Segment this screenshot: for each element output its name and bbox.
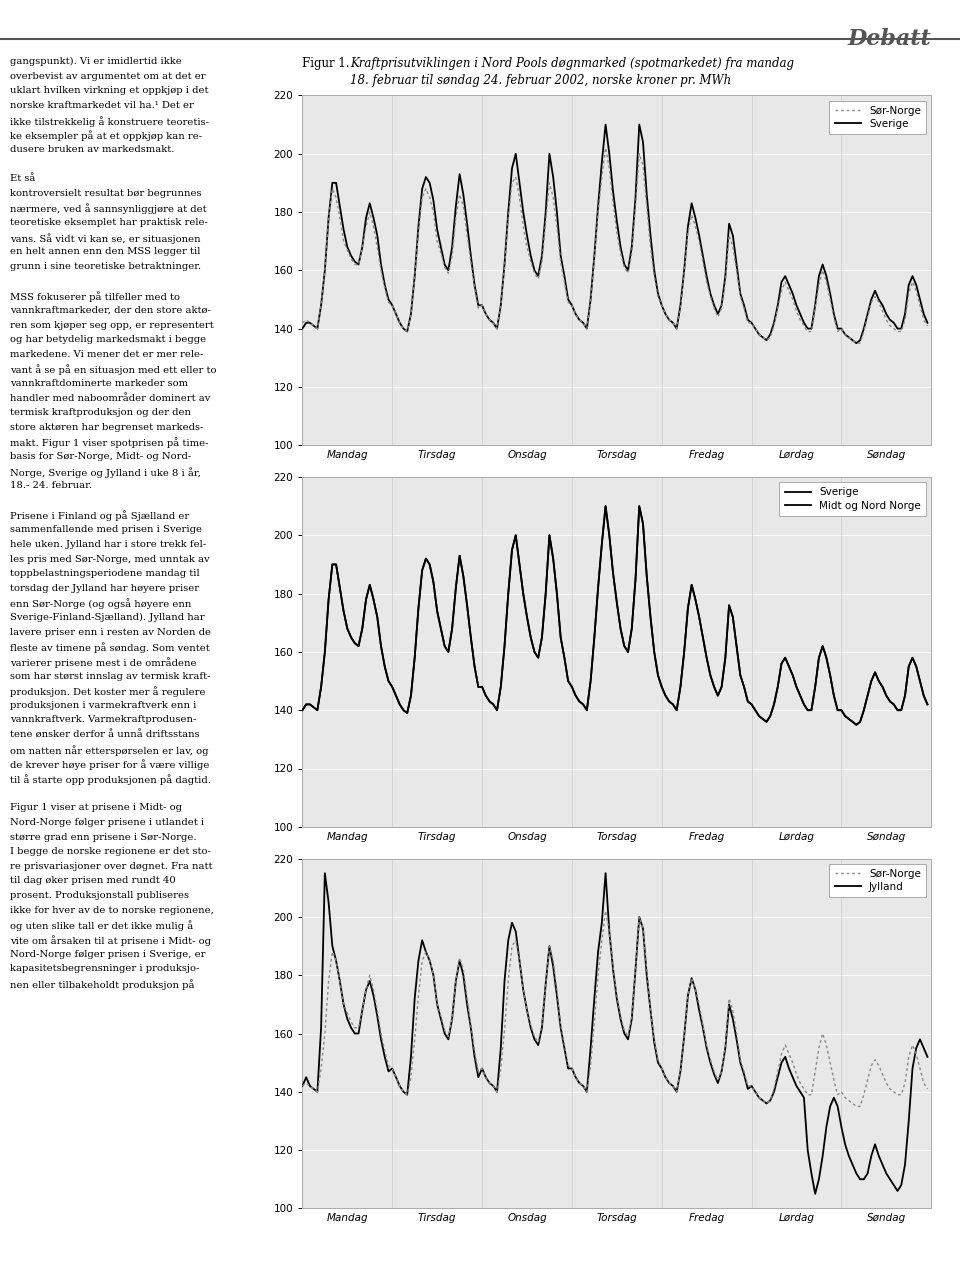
Text: kapasitetsbegrensninger i produksjo-: kapasitetsbegrensninger i produksjo- xyxy=(10,964,199,973)
Text: Nord-Norge følger prisen i Sverige, er: Nord-Norge følger prisen i Sverige, er xyxy=(10,949,205,959)
Text: vite om årsaken til at prisene i Midt- og: vite om årsaken til at prisene i Midt- o… xyxy=(10,935,210,945)
Text: lavere priser enn i resten av Norden de: lavere priser enn i resten av Norden de xyxy=(10,628,210,637)
Text: som har størst innslag av termisk kraft-: som har størst innslag av termisk kraft- xyxy=(10,672,210,681)
Text: prosent. Produksjonstall publiseres: prosent. Produksjonstall publiseres xyxy=(10,890,188,901)
Text: nen eller tilbakeholdt produksjon på: nen eller tilbakeholdt produksjon på xyxy=(10,979,194,990)
Text: basis for Sør-Norge, Midt- og Nord-: basis for Sør-Norge, Midt- og Nord- xyxy=(10,453,191,462)
Text: fleste av timene på søndag. Som ventet: fleste av timene på søndag. Som ventet xyxy=(10,642,209,653)
Text: vant å se på en situasjon med ett eller to: vant å se på en situasjon med ett eller … xyxy=(10,364,216,375)
Text: markedene. Vi mener det er mer rele-: markedene. Vi mener det er mer rele- xyxy=(10,350,203,359)
Text: MSS fokuserer på tilfeller med to: MSS fokuserer på tilfeller med to xyxy=(10,291,180,301)
Text: de krever høye priser for å være villige: de krever høye priser for å være villige xyxy=(10,759,209,770)
Text: og har betydelig markedsmakt i begge: og har betydelig markedsmakt i begge xyxy=(10,336,205,345)
Text: nærmere, ved å sannsynliggjøre at det: nærmere, ved å sannsynliggjøre at det xyxy=(10,204,206,214)
Text: ke eksempler på at et oppkjøp kan re-: ke eksempler på at et oppkjøp kan re- xyxy=(10,131,202,141)
Text: 18. februar til søndag 24. februar 2002, norske kroner pr. MWh: 18. februar til søndag 24. februar 2002,… xyxy=(350,74,732,86)
Text: handler med naboområder dominert av: handler med naboområder dominert av xyxy=(10,394,210,403)
Text: teoretiske eksemplet har praktisk rele-: teoretiske eksemplet har praktisk rele- xyxy=(10,218,207,228)
Text: grunn i sine teoretiske betraktninger.: grunn i sine teoretiske betraktninger. xyxy=(10,262,201,271)
Text: om natten når etterspørselen er lav, og: om natten når etterspørselen er lav, og xyxy=(10,744,208,756)
Text: sammenfallende med prisen i Sverige: sammenfallende med prisen i Sverige xyxy=(10,525,202,534)
Text: store aktøren har begrenset markeds-: store aktøren har begrenset markeds- xyxy=(10,422,203,432)
Text: Et så: Et så xyxy=(10,174,35,183)
Text: re prisvariasjoner over døgnet. Fra natt: re prisvariasjoner over døgnet. Fra natt xyxy=(10,862,212,871)
Text: produksjon. Det koster mer å regulere: produksjon. Det koster mer å regulere xyxy=(10,687,205,697)
Text: ren som kjøper seg opp, er representert: ren som kjøper seg opp, er representert xyxy=(10,321,213,329)
Text: Prisene i Finland og på Sjælland er: Prisene i Finland og på Sjælland er xyxy=(10,510,189,522)
Text: Debatt: Debatt xyxy=(848,28,931,50)
Text: vannkraftverk. Varmekraftprodusen-: vannkraftverk. Varmekraftprodusen- xyxy=(10,715,196,725)
Text: overbevist av argumentet om at det er: overbevist av argumentet om at det er xyxy=(10,71,205,81)
Legend: Sør-Norge, Sverige: Sør-Norge, Sverige xyxy=(829,100,926,134)
Legend: Sør-Norge, Jylland: Sør-Norge, Jylland xyxy=(829,864,926,897)
Text: enn Sør-Norge (og også høyere enn: enn Sør-Norge (og også høyere enn xyxy=(10,598,191,609)
Text: les pris med Sør-Norge, med unntak av: les pris med Sør-Norge, med unntak av xyxy=(10,555,209,563)
Text: større grad enn prisene i Sør-Norge.: større grad enn prisene i Sør-Norge. xyxy=(10,833,196,842)
Text: 18.- 24. februar.: 18.- 24. februar. xyxy=(10,482,91,491)
Text: gangspunkt). Vi er imidlertid ikke: gangspunkt). Vi er imidlertid ikke xyxy=(10,57,181,66)
Text: hele uken. Jylland har i store trekk fel-: hele uken. Jylland har i store trekk fel… xyxy=(10,541,205,550)
Text: dusere bruken av markedsmakt.: dusere bruken av markedsmakt. xyxy=(10,145,174,154)
Text: vans. Så vidt vi kan se, er situasjonen: vans. Så vidt vi kan se, er situasjonen xyxy=(10,233,201,243)
Text: Figur 1 viser at prisene i Midt- og: Figur 1 viser at prisene i Midt- og xyxy=(10,804,181,813)
Text: ikke tilstrekkelig å konstruere teoretis-: ikke tilstrekkelig å konstruere teoretis… xyxy=(10,116,208,126)
Text: toppbelastningsperiodene mandag til: toppbelastningsperiodene mandag til xyxy=(10,570,200,579)
Text: og uten slike tall er det ikke mulig å: og uten slike tall er det ikke mulig å xyxy=(10,921,193,931)
Text: varierer prisene mest i de områdene: varierer prisene mest i de områdene xyxy=(10,656,196,668)
Text: vannkraftmarkeder, der den store aktø-: vannkraftmarkeder, der den store aktø- xyxy=(10,307,210,315)
Text: kontroversielt resultat bør begrunnes: kontroversielt resultat bør begrunnes xyxy=(10,188,201,198)
Text: uklart hvilken virkning et oppkjøp i det: uklart hvilken virkning et oppkjøp i det xyxy=(10,86,208,95)
Text: Figur 1.: Figur 1. xyxy=(302,57,349,70)
Text: Sverige-Finland-Sjælland). Jylland har: Sverige-Finland-Sjælland). Jylland har xyxy=(10,613,204,622)
Text: Nord-Norge følger prisene i utlandet i: Nord-Norge følger prisene i utlandet i xyxy=(10,818,204,827)
Text: makt. Figur 1 viser spotprisen på time-: makt. Figur 1 viser spotprisen på time- xyxy=(10,438,208,448)
Text: termisk kraftproduksjon og der den: termisk kraftproduksjon og der den xyxy=(10,408,191,417)
Text: torsdag der Jylland har høyere priser: torsdag der Jylland har høyere priser xyxy=(10,584,199,593)
Text: produksjonen i varmekraftverk enn i: produksjonen i varmekraftverk enn i xyxy=(10,701,196,710)
Text: en helt annen enn den MSS legger til: en helt annen enn den MSS legger til xyxy=(10,247,200,257)
Text: tene ønsker derfor å unnå driftsstans: tene ønsker derfor å unnå driftsstans xyxy=(10,730,200,739)
Text: ikke for hver av de to norske regionene,: ikke for hver av de to norske regionene, xyxy=(10,906,213,915)
Text: I begge de norske regionene er det sto-: I begge de norske regionene er det sto- xyxy=(10,847,210,856)
Text: vannkraftdominerte markeder som: vannkraftdominerte markeder som xyxy=(10,379,188,388)
Legend: Sverige, Midt og Nord Norge: Sverige, Midt og Nord Norge xyxy=(780,482,926,515)
Text: norske kraftmarkedet vil ha.¹ Det er: norske kraftmarkedet vil ha.¹ Det er xyxy=(10,102,194,111)
Text: til å starte opp produksjonen på dagtid.: til å starte opp produksjonen på dagtid. xyxy=(10,773,210,785)
Text: Kraftprisutviklingen i Nord Pools døgnmarked (spotmarkedet) fra mandag: Kraftprisutviklingen i Nord Pools døgnma… xyxy=(350,57,795,70)
Text: Norge, Sverige og Jylland i uke 8 i år,: Norge, Sverige og Jylland i uke 8 i år, xyxy=(10,467,201,477)
Text: til dag øker prisen med rundt 40: til dag øker prisen med rundt 40 xyxy=(10,876,176,885)
